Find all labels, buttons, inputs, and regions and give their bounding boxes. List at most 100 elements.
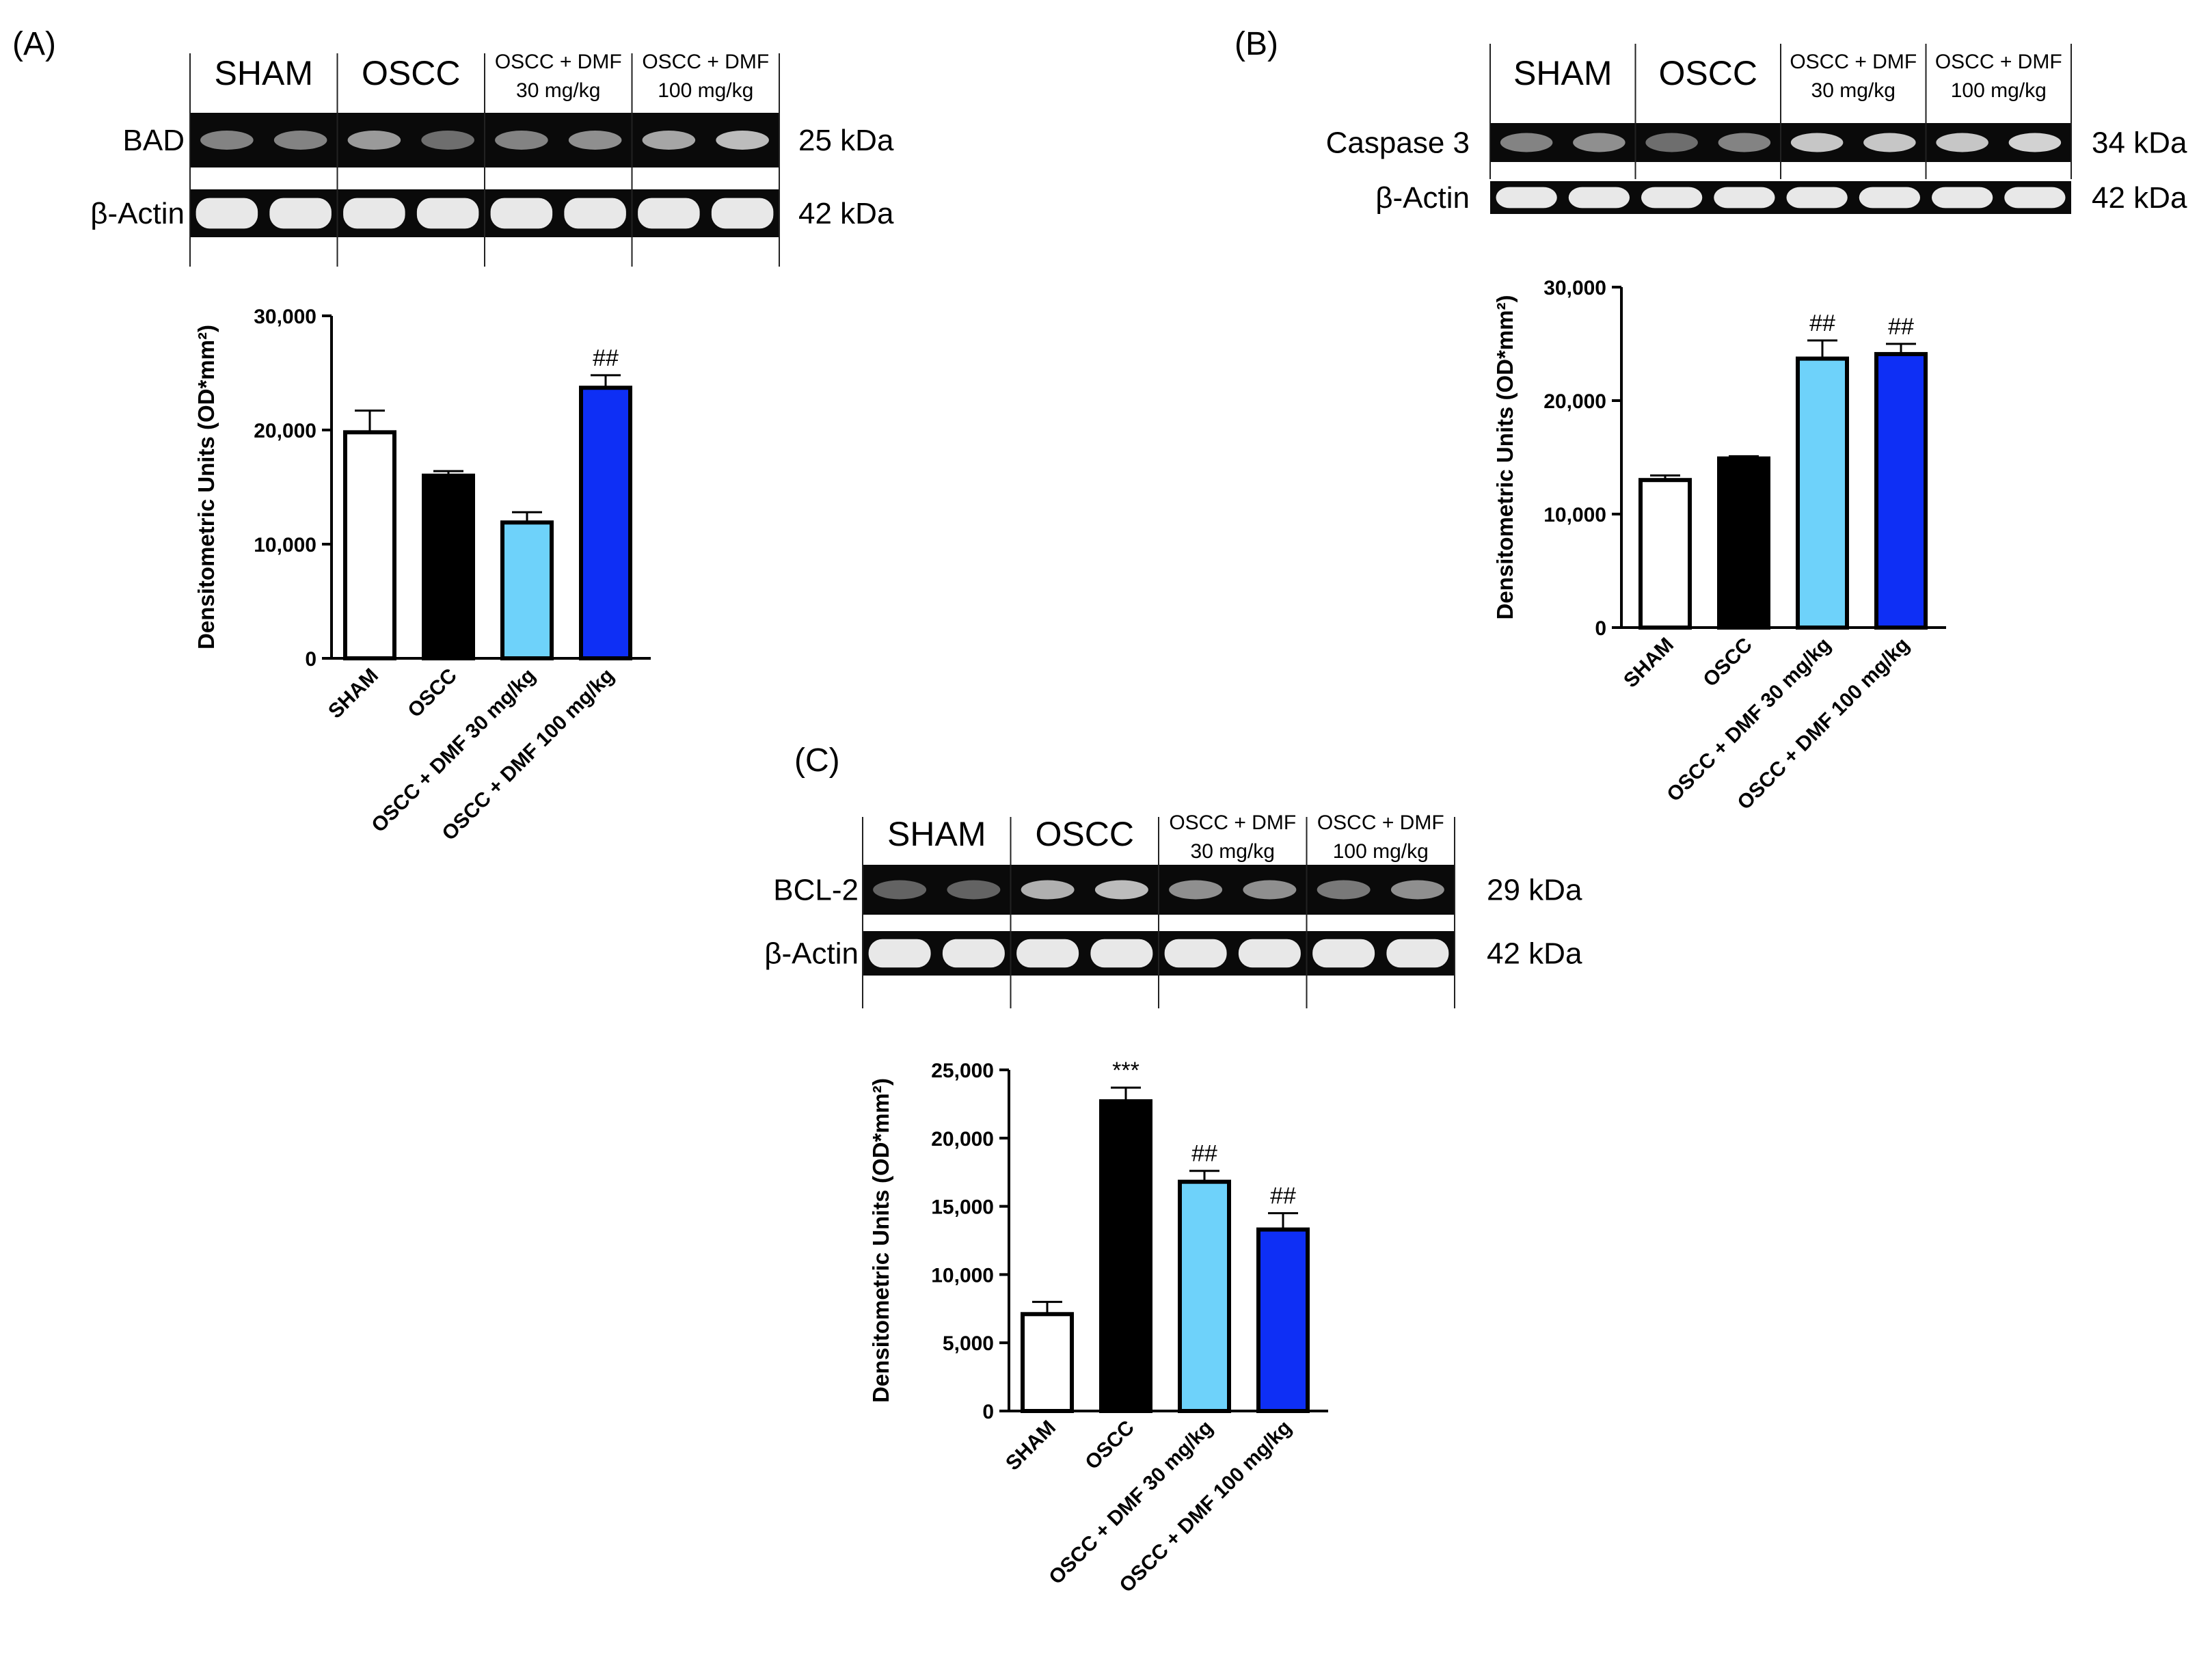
blot-header-sham: SHAM xyxy=(215,54,313,92)
category-label: OSCC xyxy=(1699,634,1757,692)
actin-band-8 xyxy=(2004,187,2066,209)
actin-band-4 xyxy=(1090,939,1153,968)
protein-band-1 xyxy=(873,880,927,900)
y-axis-label: Densitometric Units (OD*mm²) xyxy=(1492,295,1518,620)
category-label: SHAM xyxy=(324,664,383,723)
y-tick-label: 25,000 xyxy=(931,1060,994,1082)
protein-band-2 xyxy=(1573,133,1626,152)
protein-band-7 xyxy=(1317,880,1371,900)
protein-band-7 xyxy=(1936,133,1988,152)
bar-3 xyxy=(500,520,554,661)
blot-header-dmf30-line1: OSCC + DMF xyxy=(1169,811,1296,834)
significance-label: ## xyxy=(1888,314,1914,340)
actin-band-2 xyxy=(942,939,1005,968)
y-tick-label: 10,000 xyxy=(931,1264,994,1287)
actin-band-7 xyxy=(1932,187,1993,209)
actin-kda-label: 42 kDa xyxy=(1487,937,1582,971)
y-tick-label: 0 xyxy=(1595,617,1606,640)
protein-band-2 xyxy=(947,880,1001,900)
actin-row-label: β-Actin xyxy=(764,937,859,971)
category-label: SHAM xyxy=(1001,1416,1060,1475)
blot-header-oscc: OSCC xyxy=(362,54,460,92)
actin-band-6 xyxy=(1238,939,1301,968)
bar-1 xyxy=(343,430,396,661)
y-tick-label: 30,000 xyxy=(254,306,316,328)
panel-label: (A) xyxy=(12,26,56,62)
panel-a: (A) SHAM OSCC OSCC + DMF 30 mg/kg OSCC + DMF 1… xyxy=(12,26,894,845)
actin-kda-label: 42 kDa xyxy=(798,197,894,230)
protein-band-5 xyxy=(495,131,548,150)
actin-band-7 xyxy=(1312,939,1375,968)
blot-header-dmf100-line1: OSCC + DMF xyxy=(1317,811,1444,834)
category-label: OSCC + DMF 30 mg/kg xyxy=(1044,1416,1217,1589)
actin-band-5 xyxy=(490,198,553,229)
actin-row-label: β-Actin xyxy=(90,197,185,230)
significance-label: ## xyxy=(1270,1183,1296,1209)
protein-band-8 xyxy=(2008,133,2062,152)
protein-band-6 xyxy=(1243,880,1297,900)
protein-kda-label: 25 kDa xyxy=(798,124,894,157)
actin-band-3 xyxy=(1016,939,1079,968)
protein-band-4 xyxy=(421,131,474,150)
bar-2 xyxy=(1717,456,1770,630)
actin-band-5 xyxy=(1786,187,1848,209)
actin-band-1 xyxy=(195,198,258,229)
blot-header-dmf30-line2: 30 mg/kg xyxy=(1811,79,1896,102)
actin-band-2 xyxy=(269,198,332,229)
significance-label: *** xyxy=(1112,1058,1139,1084)
y-tick-label: 10,000 xyxy=(254,534,316,556)
protein-band-3 xyxy=(1021,880,1075,900)
blot-header-dmf100-line2: 100 mg/kg xyxy=(1951,79,2047,102)
bar-1 xyxy=(1021,1312,1074,1414)
actin-band-1 xyxy=(868,939,931,968)
protein-band-3 xyxy=(1645,133,1698,152)
actin-band-4 xyxy=(1714,187,1775,209)
protein-band-2 xyxy=(273,131,327,150)
y-tick-label: 20,000 xyxy=(931,1128,994,1151)
panel-label: (B) xyxy=(1235,26,1278,62)
protein-band-8 xyxy=(1390,880,1444,900)
actin-band-7 xyxy=(638,198,700,229)
actin-band-3 xyxy=(343,198,405,229)
protein-band-6 xyxy=(1863,133,1916,152)
blot-header-sham: SHAM xyxy=(887,815,986,853)
protein-band-1 xyxy=(1500,133,1553,152)
protein-band-5 xyxy=(1169,880,1223,900)
blot-header-sham: SHAM xyxy=(1513,54,1612,92)
panel-label: (C) xyxy=(794,742,840,779)
protein-band-6 xyxy=(568,131,622,150)
actin-band-5 xyxy=(1164,939,1227,968)
blot-header-dmf30-line1: OSCC + DMF xyxy=(1790,51,1917,73)
protein-band-5 xyxy=(1790,133,1844,152)
actin-band-1 xyxy=(1496,187,1557,209)
actin-band-3 xyxy=(1641,187,1703,209)
protein-row-label: BAD xyxy=(123,124,185,157)
blot-header-dmf100-line1: OSCC + DMF xyxy=(1935,51,2062,73)
actin-band-4 xyxy=(416,198,479,229)
panel-c: (C) SHAM OSCC OSCC + DMF 30 mg/kg OSCC + DMF 1… xyxy=(764,742,1582,1597)
blot-header-dmf100-line2: 100 mg/kg xyxy=(1333,840,1429,863)
protein-band-3 xyxy=(347,131,401,150)
bar-4 xyxy=(1874,351,1928,630)
actin-band-8 xyxy=(711,198,774,229)
protein-band-7 xyxy=(642,131,696,150)
blot-header-dmf30-line2: 30 mg/kg xyxy=(516,79,600,102)
blot-header-dmf30-line1: OSCC + DMF xyxy=(495,51,622,73)
bar-3 xyxy=(1178,1179,1231,1413)
protein-band-4 xyxy=(1094,880,1148,900)
y-axis-label: Densitometric Units (OD*mm²) xyxy=(193,325,219,649)
blot-header-oscc: OSCC xyxy=(1659,54,1757,92)
significance-label: ## xyxy=(1809,310,1835,336)
actin-kda-label: 42 kDa xyxy=(2092,181,2187,215)
y-tick-label: 0 xyxy=(982,1401,994,1423)
protein-band-8 xyxy=(716,131,769,150)
category-label: OSCC xyxy=(403,664,461,723)
blot-header-dmf100-line2: 100 mg/kg xyxy=(658,79,753,102)
y-tick-label: 10,000 xyxy=(1543,504,1606,526)
significance-label: ## xyxy=(593,345,619,371)
actin-band-8 xyxy=(1386,939,1449,968)
y-tick-label: 0 xyxy=(305,648,316,671)
bar-2 xyxy=(422,473,475,660)
y-axis-label: Densitometric Units (OD*mm²) xyxy=(868,1078,893,1403)
